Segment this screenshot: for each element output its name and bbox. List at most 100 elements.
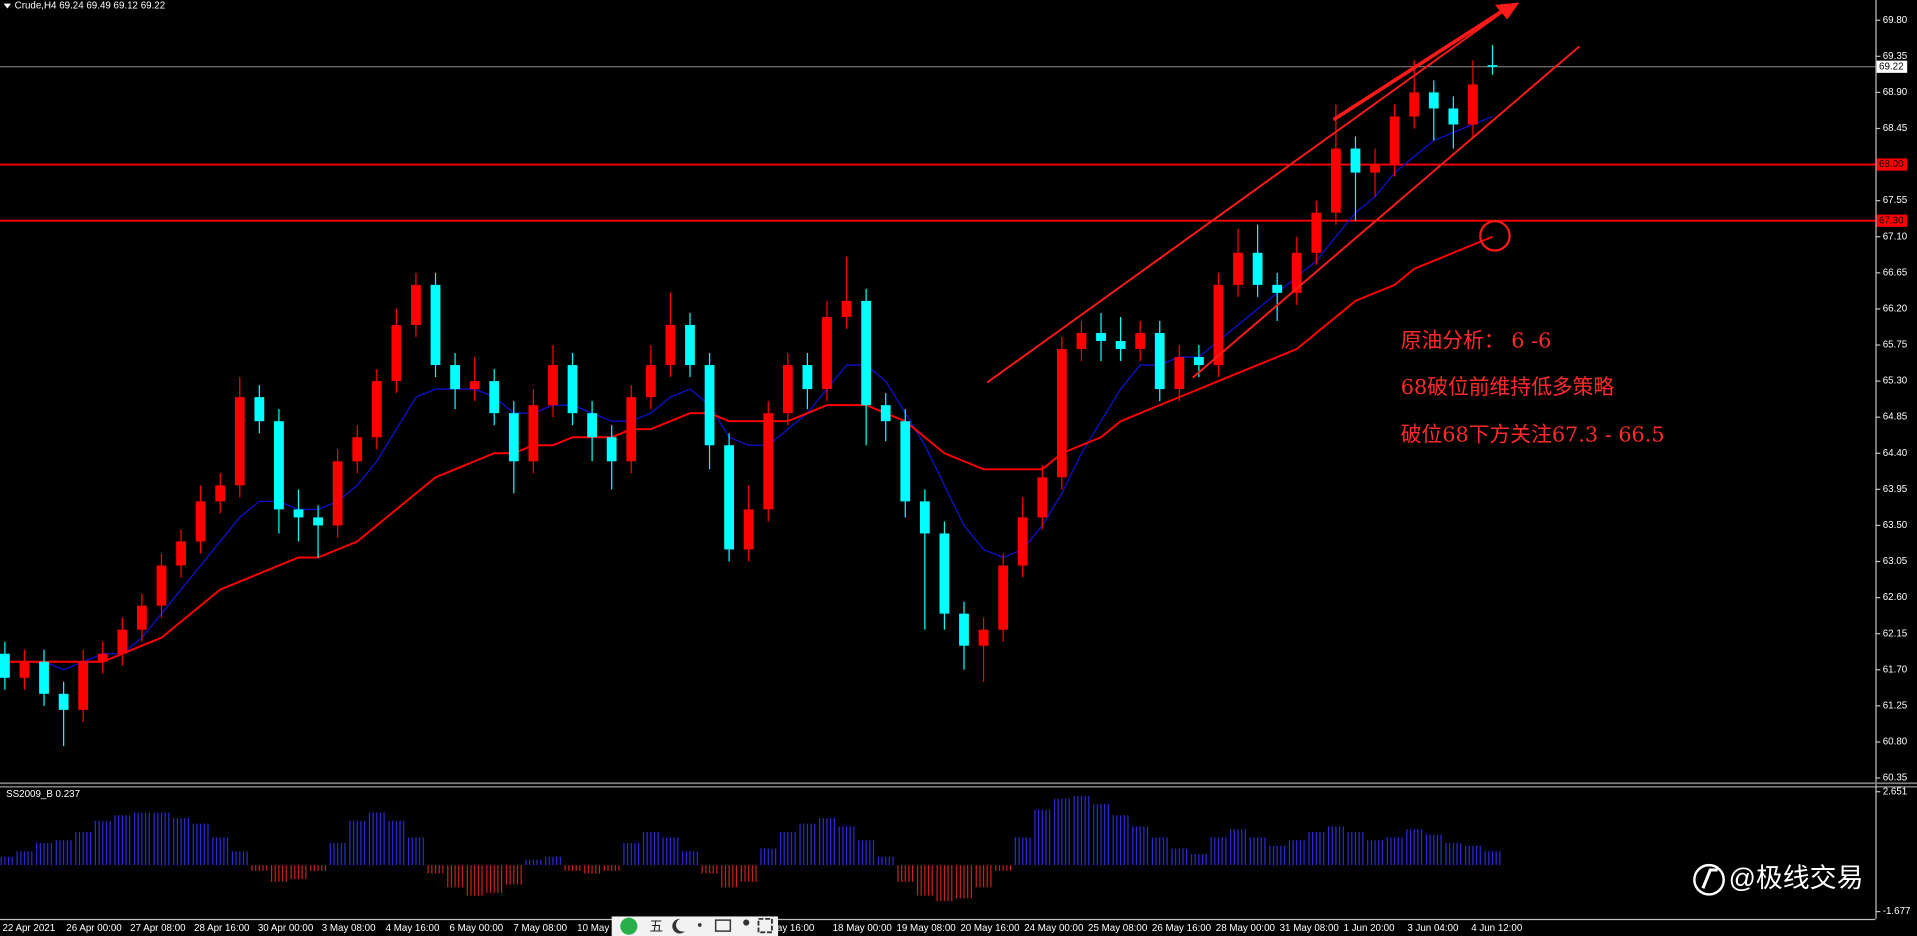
candle-body (1272, 284, 1283, 293)
candle-body (587, 413, 597, 438)
candle-body (841, 300, 852, 317)
histogram-bar (858, 840, 875, 866)
candle-body (1291, 252, 1302, 293)
histogram-bar (936, 865, 953, 902)
y-tick-label: 61.25 (1883, 700, 1908, 711)
candle-body (19, 661, 30, 678)
candle-body (939, 533, 950, 614)
x-tick-label: 10 May 1 (577, 923, 617, 934)
y-tick-label: 2.651 (1883, 786, 1907, 797)
histogram-bar (1190, 854, 1207, 866)
histogram-bar (1445, 842, 1462, 866)
histogram-bar (173, 818, 190, 866)
candle-body (215, 485, 226, 502)
y-tick-label: 60.80 (1883, 737, 1908, 748)
x-tick-label: 31 May 08:00 (1280, 923, 1340, 934)
histogram-bar (1425, 834, 1442, 866)
candle-body (606, 437, 617, 462)
toolbar-keyboard (714, 919, 732, 932)
histogram-bar (1053, 798, 1070, 866)
histogram-bar (251, 865, 268, 871)
channel-upper-line (986, 5, 1512, 384)
histogram-bar (1347, 831, 1364, 866)
candle-body (1370, 164, 1380, 173)
candle-body (352, 437, 363, 462)
candle-body (1233, 252, 1243, 285)
histogram-bar (290, 865, 307, 880)
histogram-bar (1210, 837, 1227, 866)
toolbar-mode: 五 (650, 919, 663, 934)
histogram-bar (721, 865, 738, 888)
histogram-bar (545, 856, 561, 866)
candle-body (274, 421, 284, 510)
candle-body (763, 413, 774, 510)
histogram-bar (505, 865, 522, 885)
histogram-bar (349, 820, 366, 866)
candle-body (900, 421, 911, 502)
histogram-bar (1014, 837, 1031, 866)
candle-body (1331, 148, 1341, 213)
candle-body (1135, 332, 1146, 350)
y-tick-label: 62.15 (1883, 628, 1908, 639)
histogram-bar (701, 865, 718, 874)
candle-body (919, 501, 930, 534)
y-tick-label: 68.45 (1883, 123, 1908, 134)
histogram-bar (1171, 848, 1188, 866)
candle-body (743, 509, 754, 550)
y-tick-label: 63.95 (1883, 484, 1908, 495)
x-tick-label: 6 May 00:00 (449, 923, 503, 934)
y-tick-label: 66.20 (1883, 304, 1908, 315)
histogram-bar (995, 865, 1012, 871)
y-tick-label: -1.677 (1883, 906, 1911, 917)
candle-body (450, 365, 460, 390)
y-tick-label: 67.10 (1883, 231, 1908, 242)
y-tick-label: 69.80 (1883, 15, 1908, 26)
candle-body (1193, 357, 1204, 366)
histogram-bar (16, 851, 33, 866)
candle-body (58, 693, 69, 710)
histogram-bar (1327, 826, 1344, 866)
candle-body (802, 365, 813, 390)
moving-average (4, 115, 1493, 671)
x-tick-label: 25 May 08:00 (1088, 923, 1148, 934)
candle-body (1115, 340, 1126, 350)
x-tick-label: 30 Apr 00:00 (258, 923, 314, 934)
histogram-bar (799, 823, 816, 866)
x-tick-label: 27 Apr 08:00 (130, 923, 186, 934)
watermark-logo (1701, 868, 1718, 889)
x-tick-label: 26 May 16:00 (1152, 923, 1212, 934)
candle-body (97, 653, 108, 662)
trend-arrow-head (1494, 2, 1520, 20)
indicator-title: SS2009_B 0.237 (6, 789, 80, 800)
candle-body (1213, 284, 1224, 366)
candle-body (1409, 92, 1420, 117)
candle-body (704, 365, 715, 446)
candle-body (1252, 252, 1263, 285)
x-tick-label: 3 May 08:00 (322, 923, 376, 934)
histogram-bar (212, 837, 229, 866)
candle-body (1017, 517, 1028, 566)
y-tick-label: 60.35 (1883, 773, 1908, 784)
histogram-bar (329, 842, 346, 866)
x-tick-label: 4 May 16:00 (386, 923, 440, 934)
y-tick-label: 64.40 (1883, 448, 1908, 459)
histogram-bar (1151, 837, 1168, 866)
histogram-bar (779, 831, 796, 866)
candle-body (195, 501, 206, 542)
histogram-bar (1034, 809, 1051, 866)
candle-body (626, 397, 637, 462)
candle-body (313, 517, 323, 526)
x-tick-label: 18 May 00:00 (833, 923, 893, 934)
y-tick-label: 62.60 (1883, 592, 1908, 603)
histogram-bar (916, 865, 933, 896)
annotation: 68破位前维持低多策略 (1401, 375, 1615, 399)
histogram-bar (1249, 837, 1266, 866)
histogram-bar (623, 842, 640, 866)
x-tick-label: 3 Jun 04:00 (1407, 923, 1459, 934)
last-price-box (1876, 60, 1908, 73)
annotation: 破位68下方关注67.3 - 66.5 (1401, 423, 1665, 447)
header-arrow (3, 3, 12, 9)
x-tick-label: 1 Jun 20:00 (1343, 923, 1395, 934)
histogram-bar (310, 865, 327, 871)
toolbar-moon (672, 918, 686, 934)
